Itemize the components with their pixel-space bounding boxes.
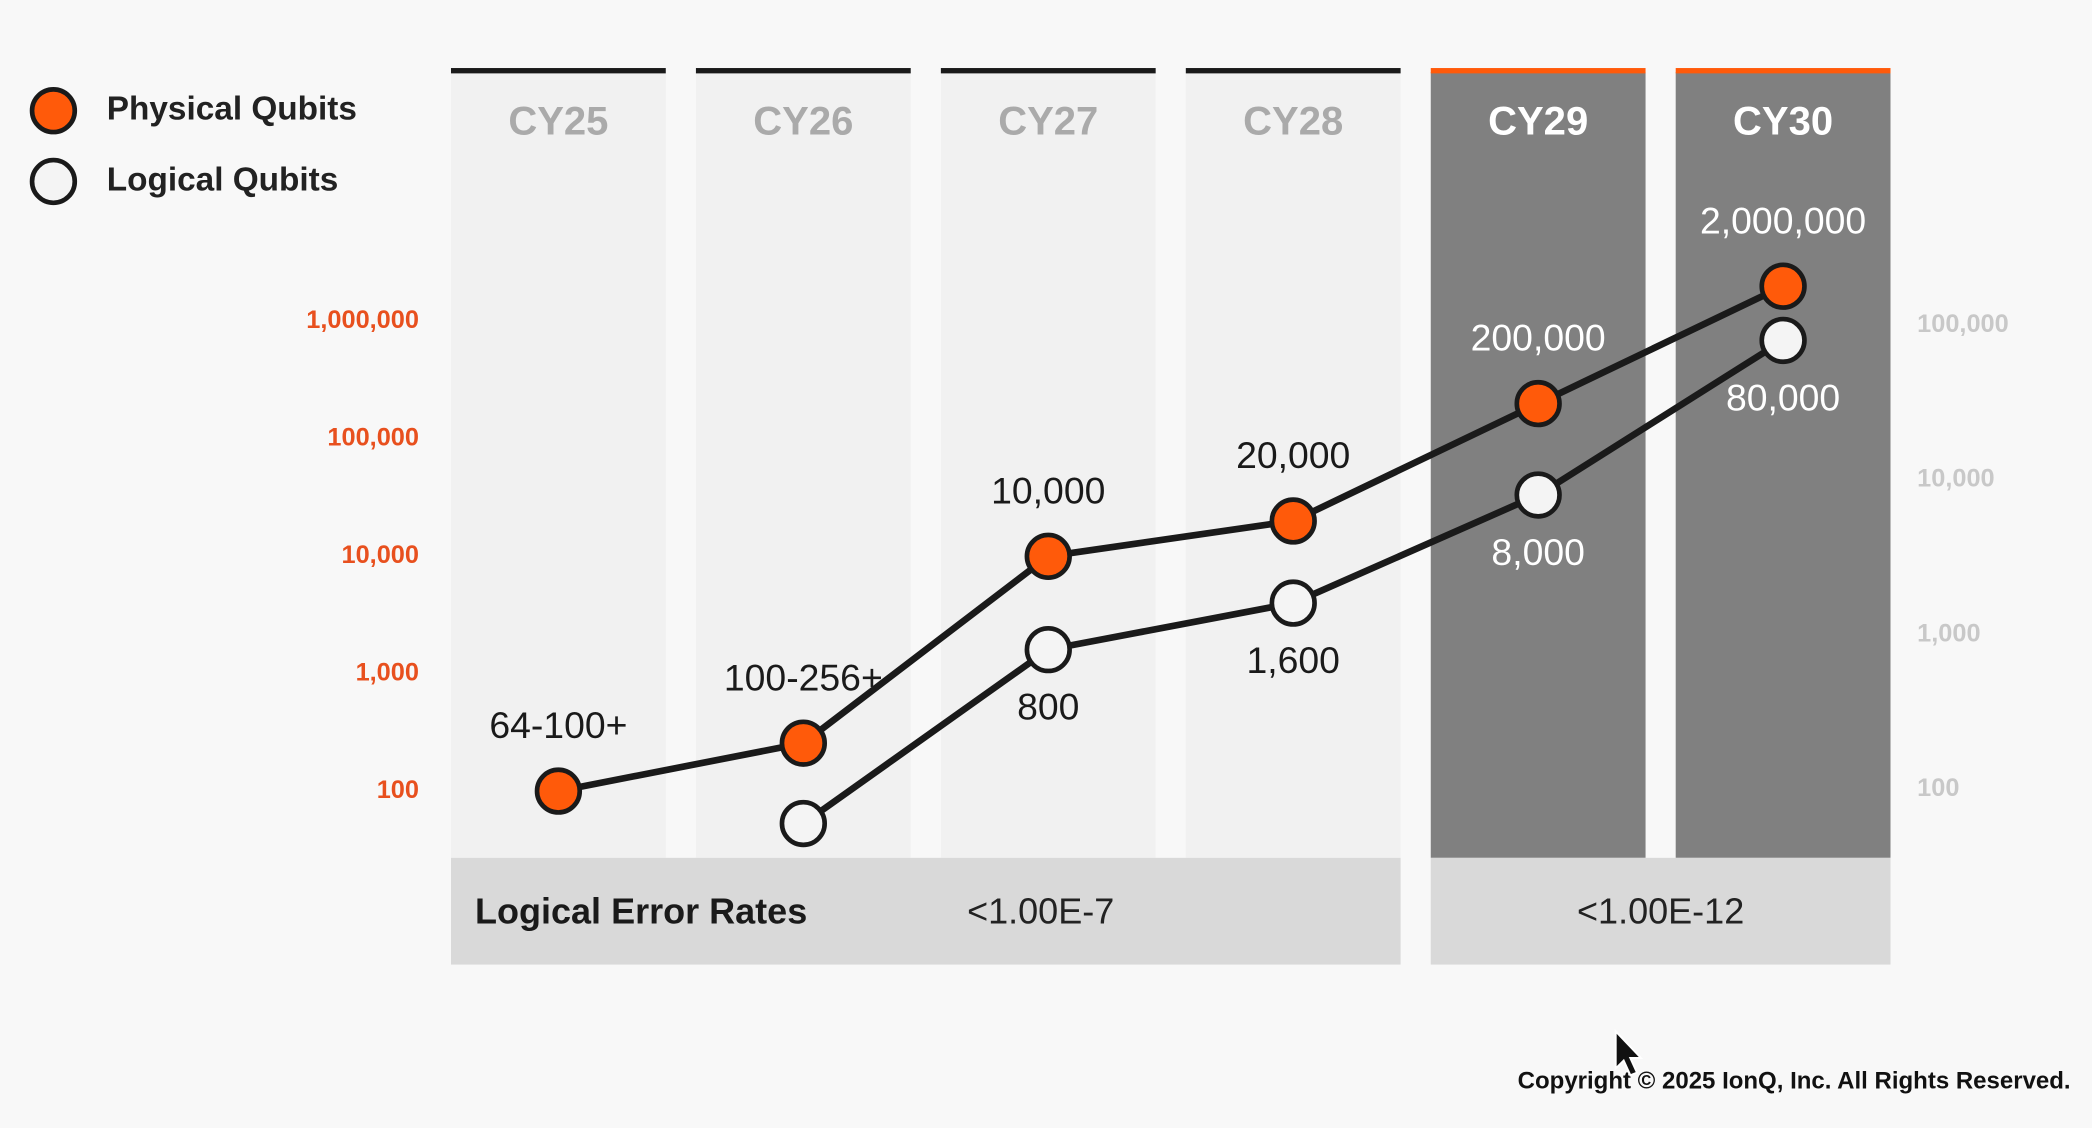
legend-label: Logical Qubits	[107, 161, 339, 198]
data-label: 20,000	[1236, 434, 1350, 476]
legend-marker	[29, 157, 78, 206]
column-header: CY25	[508, 100, 608, 144]
data-point	[779, 799, 828, 848]
column-header: CY26	[753, 100, 853, 144]
column-header: CY30	[1733, 100, 1833, 144]
footer-value: <1.00E-7	[967, 890, 1114, 931]
data-point	[1269, 497, 1317, 545]
column-top-bar	[940, 68, 1156, 74]
legend-marker	[29, 87, 78, 135]
column-header: CY29	[1488, 100, 1588, 144]
data-point	[1269, 579, 1317, 627]
cursor	[1614, 1028, 1644, 1077]
series-line	[557, 283, 1785, 795]
column-header: CY28	[1243, 100, 1343, 144]
data-label: 80,000	[1726, 376, 1840, 418]
footer-cell	[1430, 857, 1891, 965]
data-label: 800	[1017, 686, 1079, 728]
y2-tick-label: 10,000	[1917, 465, 1994, 493]
data-label: 100-256+	[724, 656, 883, 698]
data-point	[1759, 316, 1807, 365]
column-top-bar	[1675, 68, 1891, 74]
column	[1185, 72, 1401, 858]
data-point	[1024, 625, 1072, 674]
data-point	[1514, 471, 1562, 519]
data-point	[1514, 379, 1562, 428]
column-top-bar	[1185, 68, 1401, 74]
y-tick-label: 100,000	[327, 424, 419, 452]
column	[1675, 72, 1891, 858]
data-label: 2,000,000	[1700, 199, 1866, 241]
y-tick-label: 10,000	[341, 541, 418, 569]
data-point	[779, 719, 828, 767]
data-label: 10,000	[991, 469, 1105, 511]
data-label: 200,000	[1471, 317, 1606, 359]
y-tick-label: 100	[377, 776, 419, 804]
column	[940, 72, 1156, 858]
column	[1430, 72, 1646, 858]
data-label: 64-100+	[489, 704, 627, 746]
column-top-bar	[450, 68, 666, 74]
footer-cell	[450, 857, 1401, 965]
y-tick-label: 1,000,000	[306, 306, 419, 334]
footer-label: Logical Error Rates	[475, 890, 807, 931]
data-point	[534, 767, 583, 815]
column-top-bar	[695, 68, 911, 74]
data-label: 1,600	[1246, 639, 1339, 681]
y2-tick-label: 100	[1917, 774, 1959, 802]
y2-tick-label: 100,000	[1917, 310, 2009, 338]
legend-label: Physical Qubits	[107, 91, 357, 128]
y-tick-label: 1,000	[356, 658, 419, 686]
column-top-bar	[1430, 68, 1646, 74]
copyright: Copyright © 2025 IonQ, Inc. All Rights R…	[1518, 1067, 2071, 1094]
data-point	[1759, 262, 1807, 310]
footer-value: <1.00E-12	[1577, 890, 1744, 931]
column	[450, 72, 666, 858]
data-point	[1024, 532, 1072, 580]
y2-tick-label: 1,000	[1917, 619, 1980, 647]
column-header: CY27	[998, 100, 1098, 144]
data-label: 8,000	[1491, 531, 1584, 573]
